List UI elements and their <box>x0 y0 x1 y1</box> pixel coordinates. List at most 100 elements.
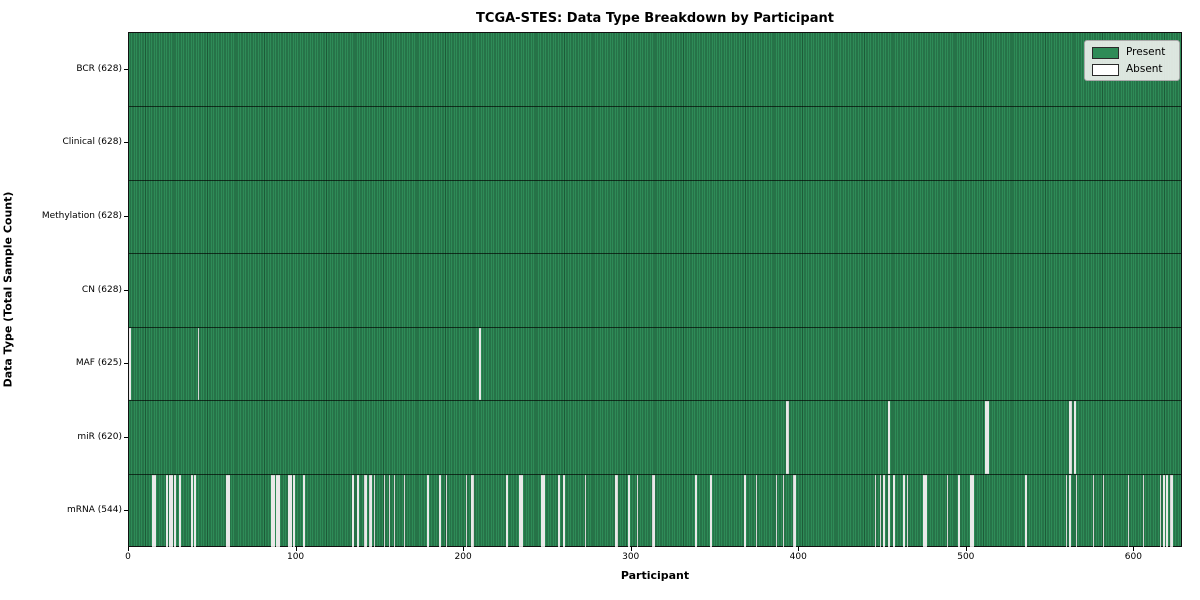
absent-bar <box>393 474 396 548</box>
absent-bar <box>743 474 746 548</box>
absent-bar <box>445 474 448 548</box>
y-tick-mark <box>124 215 128 217</box>
y-tick-label: MAF (625) <box>75 358 122 369</box>
absent-bar <box>152 474 155 548</box>
absent-bar <box>787 401 790 474</box>
absent-bar <box>226 474 228 548</box>
absent-bar <box>985 401 987 474</box>
absent-bar <box>1159 474 1162 548</box>
x-tick-mark <box>1133 547 1135 551</box>
x-tick-mark <box>965 547 967 551</box>
absent-bar <box>303 474 305 548</box>
absent-bar <box>1127 474 1130 548</box>
legend-entry: Present <box>1085 46 1179 59</box>
absent-bar <box>439 474 441 548</box>
absent-bar <box>154 474 156 548</box>
absent-bar <box>542 474 545 548</box>
absent-bar <box>174 474 176 548</box>
x-tick-mark <box>798 547 800 551</box>
absent-bar <box>1069 401 1071 474</box>
absent-bar <box>792 474 795 548</box>
y-tick-label: Methylation (628) <box>41 210 122 221</box>
absent-bar <box>1169 474 1172 548</box>
absent-bar <box>971 474 974 548</box>
absent-bar <box>1070 401 1073 474</box>
row-separator <box>129 473 1181 475</box>
y-tick-label: mRNA (544) <box>67 505 122 516</box>
absent-bar <box>1025 474 1028 548</box>
absent-bar <box>273 474 275 548</box>
absent-bar <box>506 474 508 548</box>
absent-bar <box>388 474 391 548</box>
y-tick-label: BCR (628) <box>76 63 122 74</box>
row-separator <box>129 179 1181 181</box>
absent-bar <box>651 474 654 548</box>
absent-bar <box>427 474 429 548</box>
absent-bar <box>289 474 292 548</box>
absent-bar <box>1069 474 1071 548</box>
x-tick-mark <box>463 547 465 551</box>
absent-bar <box>271 474 274 548</box>
absent-bar <box>893 474 895 548</box>
absent-bar <box>227 474 230 548</box>
absent-bar <box>1092 474 1095 548</box>
x-axis-label: Participant <box>620 569 690 582</box>
y-tick-mark <box>124 142 128 144</box>
absent-bar <box>1075 474 1078 548</box>
legend: Present Absent <box>1084 40 1180 81</box>
chart-title: TCGA-STES: Data Type Breakdown by Partic… <box>476 11 834 26</box>
absent-bar <box>879 474 882 548</box>
absent-bar <box>373 474 376 548</box>
absent-bar <box>356 474 359 548</box>
absent-bar <box>276 474 279 548</box>
absent-bar <box>924 474 927 548</box>
absent-bar <box>775 474 778 548</box>
absent-bar <box>616 474 619 548</box>
x-tick-label: 100 <box>286 552 305 562</box>
row-separator <box>129 400 1181 402</box>
absent-bar <box>874 474 877 548</box>
plot-area: Present Absent <box>128 32 1182 548</box>
absent-bar <box>169 474 171 548</box>
absent-bar <box>365 474 367 548</box>
absent-bar <box>191 474 193 548</box>
absent-bar <box>351 474 354 548</box>
absent-bar <box>1102 474 1105 548</box>
row-separator <box>129 326 1181 328</box>
absent-bar <box>628 474 631 548</box>
row-separator <box>129 106 1181 108</box>
row-separator <box>129 253 1181 255</box>
legend-swatch-absent-icon <box>1092 63 1119 76</box>
absent-bar <box>383 474 386 548</box>
absent-bar <box>883 474 885 548</box>
x-tick-label: 0 <box>125 552 131 562</box>
legend-entry: Absent <box>1085 63 1179 76</box>
legend-swatch-present-icon <box>1092 46 1119 59</box>
absent-bar <box>563 474 565 548</box>
absent-bar <box>197 327 200 401</box>
y-tick-mark <box>124 510 128 512</box>
absent-bar <box>129 327 131 401</box>
absent-bar <box>946 474 949 548</box>
legend-label: Absent <box>1126 63 1163 75</box>
absent-bar <box>472 474 475 548</box>
absent-bar <box>293 474 295 548</box>
absent-bar <box>368 474 371 548</box>
x-tick-mark <box>128 547 129 551</box>
absent-bar <box>541 474 543 548</box>
absent-bar <box>970 474 972 548</box>
absent-bar <box>288 474 290 548</box>
absent-bar <box>1171 474 1173 548</box>
y-tick-mark <box>124 289 128 291</box>
absent-bar <box>1074 401 1076 474</box>
absent-bar <box>903 474 905 548</box>
y-tick-mark <box>124 363 128 365</box>
absent-bar <box>179 474 181 548</box>
absent-bar <box>170 474 173 548</box>
absent-bar <box>1065 474 1068 548</box>
x-tick-label: 500 <box>957 552 975 562</box>
legend-label: Present <box>1126 46 1166 58</box>
absent-bar <box>557 474 560 548</box>
absent-bar <box>278 474 280 548</box>
x-tick-label: 600 <box>1124 552 1142 562</box>
